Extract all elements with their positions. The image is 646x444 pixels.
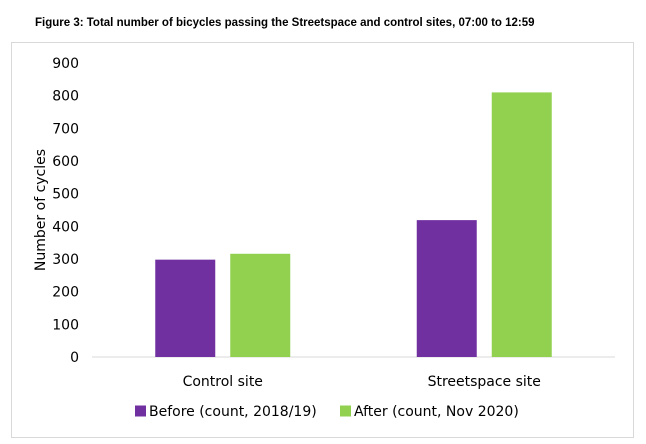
y-tick-label: 600 (52, 154, 79, 170)
y-tick-label: 400 (52, 219, 79, 235)
y-axis-label: Number of cycles (33, 149, 49, 271)
y-tick-label: 200 (52, 285, 79, 301)
bar-before-control (155, 259, 216, 357)
bar-after-control (230, 253, 291, 357)
y-tick-label: 0 (70, 350, 79, 366)
x-category-label: Control site (183, 374, 263, 390)
legend-label-before: Before (count, 2018/19) (149, 404, 317, 420)
chart-frame (11, 42, 634, 438)
y-tick-label: 500 (52, 187, 79, 203)
y-tick-label: 900 (52, 56, 79, 72)
bar-after-streetspace (491, 92, 552, 358)
y-tick-label: 300 (52, 252, 79, 268)
y-tick-label: 100 (52, 317, 79, 333)
bar-before-streetspace (416, 220, 477, 357)
legend-swatch-after (340, 405, 351, 417)
legend-label-after: After (count, Nov 2020) (354, 404, 519, 420)
y-tick-label: 800 (52, 89, 79, 105)
y-tick-label: 700 (52, 121, 79, 137)
legend-swatch-before (135, 405, 146, 417)
x-category-label: Streetspace site (428, 374, 541, 390)
figure-title: Figure 3: Total number of bicycles passi… (35, 17, 535, 29)
